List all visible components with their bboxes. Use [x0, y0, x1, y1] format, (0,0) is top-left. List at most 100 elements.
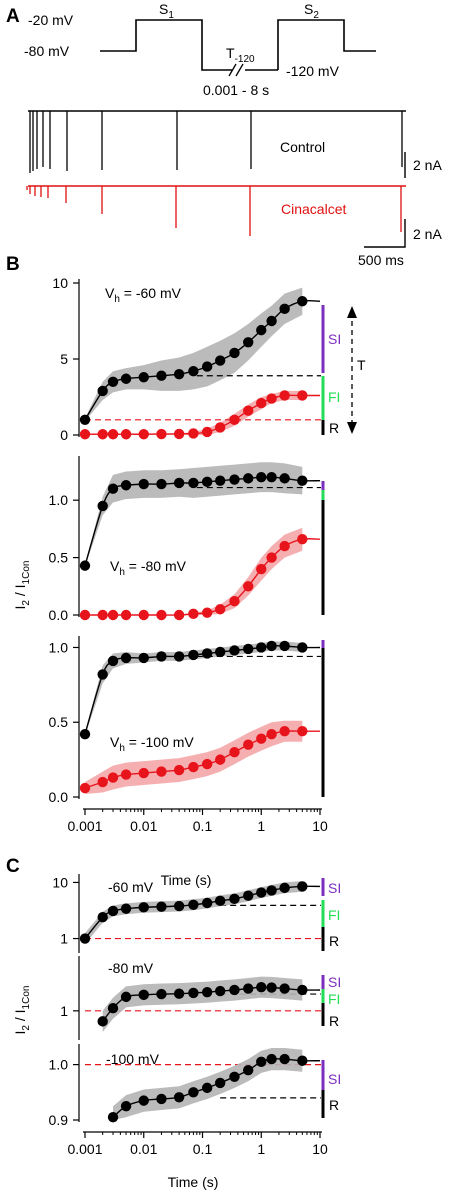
data-point	[97, 912, 108, 923]
control-data-point	[107, 655, 119, 667]
x-tick-label: 1	[257, 1141, 265, 1157]
cinacalcet-data-point	[229, 596, 240, 607]
cinacalcet-data-point	[107, 772, 119, 783]
s1-label: S1	[159, 1, 174, 21]
plot-6: 0.9 1.0 0.001 0.01 0.1 1 10 -100 mV	[49, 1044, 328, 1157]
y-tick-label: 0.0	[49, 789, 69, 805]
voltage-label: -80 mV	[108, 960, 154, 976]
data-point	[173, 988, 185, 999]
control-data-point	[279, 640, 290, 652]
control-data-point	[138, 478, 149, 490]
cinacalcet-data-point	[97, 609, 108, 621]
cinacalcet-data-point	[138, 767, 149, 779]
cinacalcet-data-point	[256, 563, 267, 575]
s2-sub: 2	[313, 10, 319, 21]
control-sem-band	[85, 287, 303, 422]
cinacalcet-data-point	[279, 390, 290, 401]
voltage-protocol	[100, 19, 376, 77]
holding-potential-label: Vh = -60 mV	[105, 285, 182, 305]
cinacalcet-data-point	[266, 729, 277, 740]
vh-rest: = -80 mV	[125, 558, 187, 574]
data-point	[214, 895, 226, 907]
cinacalcet-data-point	[243, 581, 254, 592]
fi-label: FI	[328, 907, 340, 923]
data-point	[266, 885, 277, 896]
cinacalcet-data-point	[229, 414, 240, 425]
t-arrow-head-up	[347, 306, 357, 318]
yl-c-main: I	[12, 1031, 28, 1035]
control-data-point	[138, 372, 149, 383]
data-point	[243, 890, 254, 901]
vh-rest: = -100 mV	[125, 734, 195, 750]
data-point	[156, 1093, 167, 1105]
data-point	[229, 984, 240, 996]
data-point	[79, 933, 91, 944]
interval-range-label: 0.001 - 8 s	[203, 82, 269, 98]
control-data-point	[97, 669, 108, 680]
cinacalcet-data-point	[279, 540, 290, 552]
control-data-point	[188, 365, 199, 377]
control-data-point	[156, 651, 167, 662]
data-point	[297, 881, 308, 892]
data-point	[266, 1053, 277, 1065]
y-tick-label: 1.0	[49, 492, 69, 508]
cinacalcet-data-point	[79, 429, 91, 440]
x-tick-label: 0.01	[130, 1141, 157, 1157]
control-data-point	[256, 324, 267, 336]
control-trace-label: Control	[280, 139, 325, 155]
panel-c-label: C	[6, 856, 20, 877]
control-data-point	[279, 303, 290, 315]
panel-b-label: B	[6, 254, 20, 275]
r-label: R	[329, 933, 339, 949]
cinacalcet-data-point	[79, 609, 91, 621]
control-data-point	[229, 645, 240, 656]
panel-c-y-axis-label: I2 / I1Con	[12, 986, 32, 1035]
cinacalcet-data-point	[156, 766, 167, 777]
control-sem-band	[85, 462, 303, 567]
data-point	[188, 1087, 199, 1098]
control-data-point	[97, 385, 108, 397]
vh-main: V	[105, 285, 115, 301]
data-point	[138, 989, 149, 1001]
cinacalcet-data-point	[201, 426, 213, 438]
control-data-point	[188, 649, 199, 661]
cinacalcet-data-point	[173, 609, 185, 621]
cinacalcet-data-point	[256, 397, 267, 409]
data-point	[188, 987, 199, 999]
recovery-potential-label: -120 mV	[286, 63, 340, 79]
t-sub: -120	[235, 54, 255, 65]
r-label: R	[329, 1013, 339, 1029]
data-point	[120, 903, 132, 914]
drug-scale-bar	[364, 219, 406, 248]
t-arrow-head-down	[347, 422, 357, 434]
control-data-point	[201, 361, 213, 372]
control-data-point	[214, 475, 226, 486]
control-data-point	[279, 473, 290, 484]
yl-c-sub2: 1Con	[21, 986, 32, 1010]
yl-b-main: I	[12, 606, 28, 610]
cinacalcet-sem-band	[85, 527, 303, 615]
y-tick-label: 1	[60, 931, 68, 947]
r-label: R	[329, 420, 339, 436]
plot-2: 0.0 0.5 1.0 Vh = -80 mV	[49, 456, 321, 623]
control-data-point	[297, 296, 308, 307]
yl-b-sub1: 2	[21, 600, 32, 606]
cinacalcet-data-point	[156, 428, 167, 440]
drug-current-scale-label: 2 nA	[413, 226, 442, 242]
holding-potential-label: Vh = -80 mV	[110, 558, 187, 578]
voltage-label: -100 mV	[106, 1051, 160, 1067]
cinacalcet-data-point	[97, 776, 108, 788]
control-data-point	[266, 315, 277, 327]
control-data-point	[256, 642, 267, 653]
cinacalcet-data-point	[297, 534, 308, 545]
cinacalcet-data-point	[138, 429, 149, 440]
control-data-point	[243, 643, 254, 655]
vh-sub: h	[119, 567, 125, 578]
cinacalcet-data-point	[120, 769, 132, 780]
data-point	[120, 991, 132, 1003]
cinacalcet-data-point	[173, 764, 185, 776]
yl-b-sub2: 1Con	[21, 561, 32, 585]
plot-5: 1 -80 mV	[60, 956, 321, 1040]
vh-rest: = -60 mV	[120, 285, 182, 301]
cinacalcet-data-point	[243, 739, 254, 750]
